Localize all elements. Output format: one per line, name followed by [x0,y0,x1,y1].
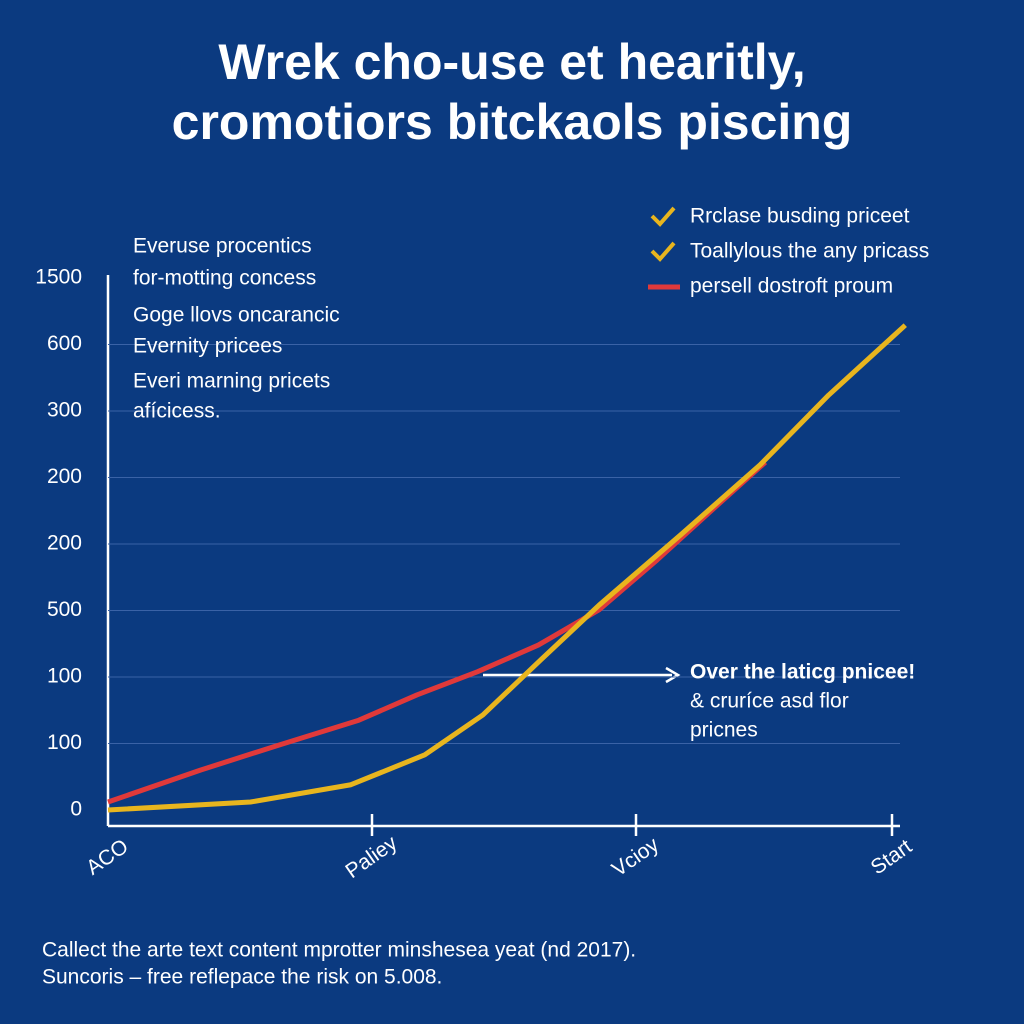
series-line [107,323,907,813]
arrow-head [665,666,681,684]
y-tick-label: 500 [47,598,82,621]
y-tick-label: 200 [47,465,82,488]
note: afícicess. [133,400,221,423]
y-tick-label: 600 [47,332,82,355]
note: Everuse procentics [133,235,312,258]
legend-label: Rrclase busding priceet [690,205,910,228]
legend-check [650,206,676,262]
y-tick-label: 100 [47,731,82,754]
y-tick-label: 100 [47,665,82,688]
chart-title: Wrek cho-use et hearitly, [218,34,805,90]
note: for-motting concess [133,267,316,290]
annotation: pricnes [690,719,758,742]
note: Everi marning pricets [133,370,330,393]
note: Evernity pricees [133,335,282,358]
y-tick-label: 0 [70,798,82,821]
annotation: Over the laticg pnicee! [690,661,915,684]
footer: Callect the arte text content mprotter m… [42,939,636,962]
series-line [107,460,768,805]
chart-title: cromotiors bitckaols piscing [172,94,853,150]
note: Goge llovs oncarancic [133,304,340,327]
legend-label: Toallylous the any pricass [690,240,929,263]
legend-label: persell dostroft proum [690,275,893,298]
annotation: & cruríce asd flor [690,690,849,713]
y-tick-label: 1500 [35,266,82,289]
y-tick-label: 200 [47,532,82,555]
footer: Suncoris – free reflepace the risk on 5.… [42,966,442,989]
y-tick-label: 300 [47,399,82,422]
